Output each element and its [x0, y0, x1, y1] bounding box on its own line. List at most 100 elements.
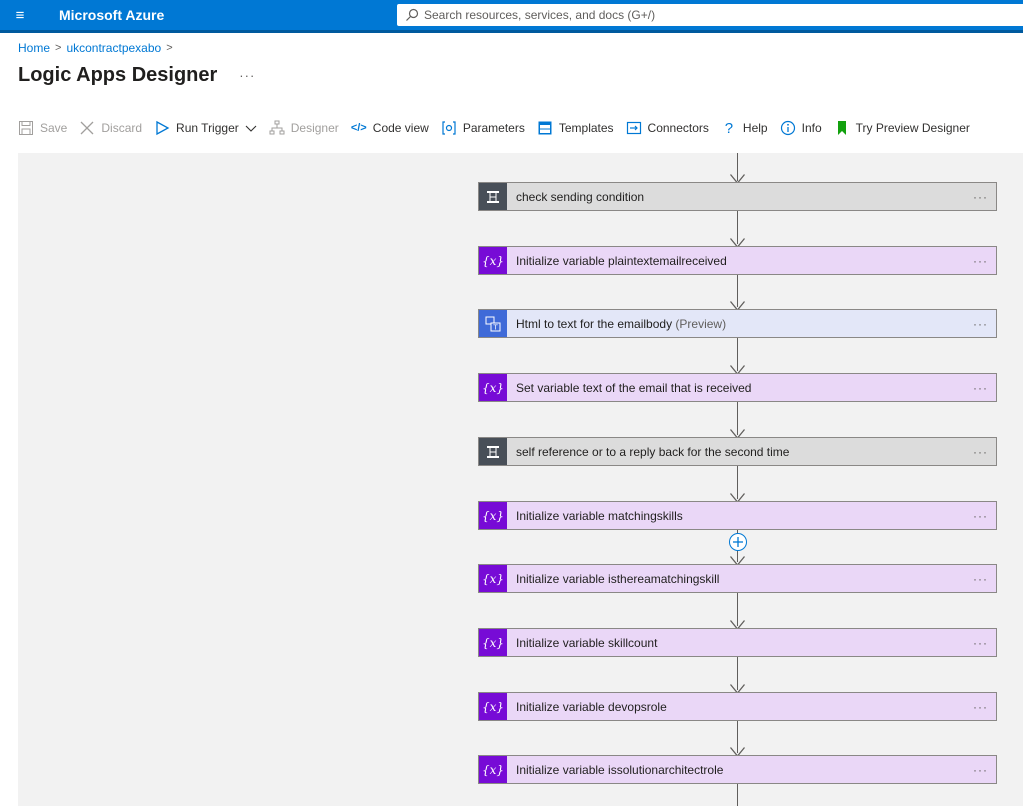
parameters-label: Parameters — [462, 121, 525, 135]
step-title: Html to text for the emailbody (Preview) — [516, 317, 726, 331]
run-trigger-button[interactable]: Run Trigger — [154, 120, 257, 136]
step-more-button[interactable]: ··· — [973, 189, 988, 204]
connectors-icon — [626, 121, 641, 135]
top-bar: ≡ Microsoft Azure Search resources, serv… — [0, 0, 1023, 30]
workflow-step-card[interactable]: {x} Initialize variable isthereamatchings… — [478, 564, 997, 593]
workflow-step-card[interactable]: {x} Initialize variable plaintextemailrec… — [478, 246, 997, 275]
html-to-text-icon: T — [479, 310, 507, 337]
step-title-text: Html to text for the emailbody — [516, 316, 673, 331]
top-bar-divider — [0, 30, 1023, 33]
step-title-text: Initialize variable plaintextemailreceiv… — [516, 253, 727, 268]
flow-connector — [737, 211, 738, 244]
step-more-button[interactable]: ··· — [973, 635, 988, 650]
variable-icon: {x} — [479, 565, 507, 592]
workflow-step-card[interactable]: {x} Initialize variable devopsrole ··· — [478, 692, 997, 721]
step-more-button[interactable]: ··· — [973, 380, 988, 395]
hamburger-menu-icon[interactable]: ≡ — [15, 6, 25, 24]
workflow-step-card[interactable]: T Html to text for the emailbody (Preview… — [478, 309, 997, 338]
page-title-text: Logic Apps Designer — [18, 64, 218, 86]
workflow-step-card[interactable]: check sending condition ··· — [478, 182, 997, 211]
step-title-text: Set variable text of the email that is r… — [516, 380, 752, 395]
help-button[interactable]: ? Help — [721, 120, 768, 137]
templates-icon — [538, 121, 552, 135]
search-icon — [406, 8, 419, 21]
info-icon — [780, 120, 795, 136]
step-title: Initialize variable plaintextemailreceiv… — [516, 254, 727, 268]
templates-button[interactable]: Templates — [537, 120, 614, 136]
step-more-button[interactable]: ··· — [973, 508, 988, 523]
flow-arrow-icon — [729, 298, 746, 312]
step-more-button[interactable]: ··· — [973, 316, 988, 331]
step-more-button[interactable]: ··· — [973, 762, 988, 777]
page-title: Logic Apps Designer ··· — [18, 64, 255, 87]
plus-icon — [733, 537, 743, 547]
svg-text:T: T — [492, 323, 498, 331]
flow-connector — [737, 593, 738, 626]
step-more-button[interactable]: ··· — [973, 444, 988, 459]
add-step-button[interactable] — [729, 533, 747, 551]
variable-icon: {x} — [479, 247, 507, 274]
global-search-input[interactable]: Search resources, services, and docs (G+… — [397, 4, 1023, 26]
page-more-button[interactable]: ··· — [239, 68, 256, 83]
try-preview-label: Try Preview Designer — [855, 121, 970, 135]
workflow-step-card[interactable]: {x} Set variable text of the email that i… — [478, 373, 997, 402]
step-more-button[interactable]: ··· — [973, 253, 988, 268]
save-button[interactable]: Save — [18, 120, 67, 136]
bookmark-icon — [837, 121, 846, 135]
workflow-step-card[interactable]: self reference or to a reply back for th… — [478, 437, 997, 466]
code-view-label: Code view — [372, 121, 429, 135]
step-title-text: Initialize variable matchingskills — [516, 508, 683, 523]
step-title: Initialize variable devopsrole — [516, 700, 667, 714]
step-title: Initialize variable issolutionarchitectr… — [516, 763, 723, 777]
designer-label: Designer — [290, 121, 339, 135]
step-title-text: Initialize variable isthereamatchingskil… — [516, 571, 720, 586]
variable-icon: {x} — [479, 629, 507, 656]
brand-title[interactable]: Microsoft Azure — [59, 7, 165, 23]
flow-connector — [737, 657, 738, 690]
workflow-step-card[interactable]: {x} Initialize variable issolutionarchite… — [478, 755, 997, 784]
step-title: self reference or to a reply back for th… — [516, 445, 789, 459]
play-icon — [156, 120, 170, 136]
workflow-step-card[interactable]: {x} Initialize variable skillcount ··· — [478, 628, 997, 657]
chevron-right-icon: > — [55, 42, 62, 54]
help-label: Help — [742, 121, 768, 135]
flow-connector — [737, 153, 738, 181]
variable-icon: {x} — [479, 756, 507, 783]
flow-arrow-icon — [729, 235, 746, 249]
designer-button[interactable]: Designer — [269, 120, 339, 136]
try-preview-designer-button[interactable]: Try Preview Designer — [834, 120, 970, 136]
step-title-text: self reference or to a reply back for th… — [516, 444, 790, 459]
breadcrumb-home[interactable]: Home — [18, 41, 51, 55]
flow-connector — [737, 402, 738, 435]
parameters-icon — [442, 121, 456, 135]
info-button[interactable]: Info — [780, 120, 822, 136]
designer-icon — [269, 120, 285, 135]
variable-icon: {x} — [479, 502, 507, 529]
step-title-text: Initialize variable skillcount — [516, 635, 658, 650]
connectors-button[interactable]: Connectors — [626, 120, 709, 136]
flow-connector — [737, 721, 738, 753]
step-more-button[interactable]: ··· — [973, 571, 988, 586]
code-view-button[interactable]: </> Code view — [351, 120, 429, 136]
parameters-button[interactable]: Parameters — [441, 120, 525, 136]
flow-arrow-icon — [729, 426, 746, 440]
discard-button[interactable]: Discard — [79, 120, 142, 136]
workflow-step-card[interactable]: {x} Initialize variable matchingskills ··· — [478, 501, 997, 530]
breadcrumb-logic-app[interactable]: ukcontractpexabo — [66, 41, 162, 55]
step-title: check sending condition — [516, 190, 644, 204]
flow-connector — [737, 338, 738, 371]
save-icon — [19, 121, 33, 135]
step-title: Set variable text of the email that is r… — [516, 381, 751, 395]
designer-toolbar: Save Discard Run Trigger Designer </> Co… — [18, 118, 982, 138]
flow-arrow-icon — [729, 617, 746, 631]
flow-connector — [737, 784, 738, 806]
step-title: Initialize variable matchingskills — [516, 509, 683, 523]
step-more-button[interactable]: ··· — [973, 699, 988, 714]
run-trigger-label: Run Trigger — [176, 121, 239, 135]
variable-icon: {x} — [479, 693, 507, 720]
preview-badge: (Preview) — [675, 316, 727, 331]
flow-arrow-icon — [729, 362, 746, 376]
flow-arrow-icon — [729, 744, 746, 758]
flow-connector — [737, 466, 738, 499]
condition-icon — [479, 183, 507, 210]
